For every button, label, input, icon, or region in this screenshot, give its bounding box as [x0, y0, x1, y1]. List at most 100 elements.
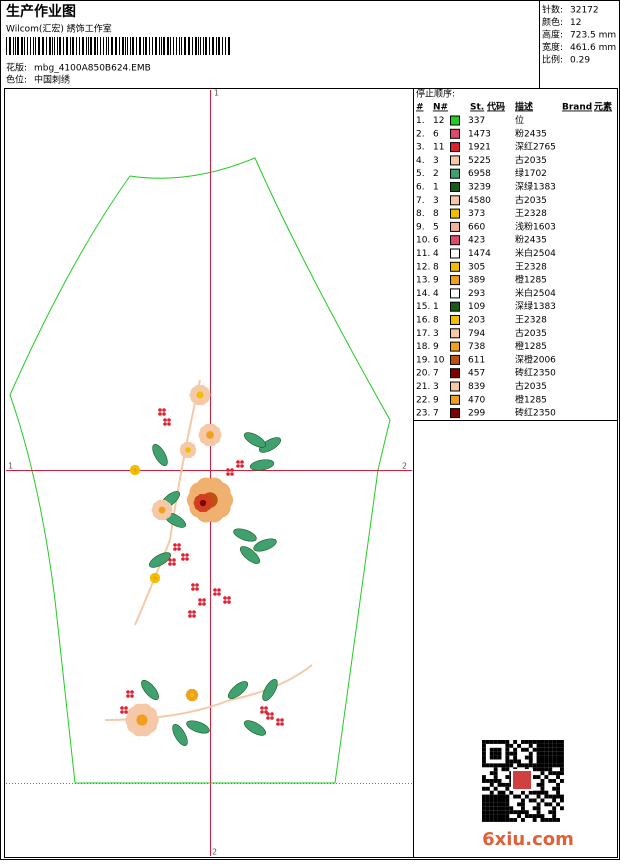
color-swatch [450, 182, 460, 192]
qr-module [544, 751, 549, 756]
needle: 9 [433, 276, 439, 286]
qr-module [517, 759, 521, 764]
bar [173, 37, 174, 55]
bar [111, 37, 113, 55]
qr-module [497, 747, 502, 752]
description: 古2035 [515, 154, 547, 166]
qr-module [505, 751, 510, 756]
bar [97, 37, 98, 55]
qr-module [552, 763, 557, 768]
description: 砖红2350 [515, 367, 556, 379]
row-number: 18. [416, 342, 430, 352]
qr-module [544, 740, 549, 744]
bar [205, 37, 207, 55]
bar [86, 37, 87, 55]
berry [198, 602, 202, 606]
color-swatch [450, 315, 460, 325]
qr-module [489, 771, 494, 776]
qr-module [513, 759, 518, 764]
qr-module [552, 806, 557, 811]
bar [225, 37, 226, 55]
berry [270, 712, 274, 716]
bar [63, 37, 64, 55]
description: 深橙2006 [515, 353, 556, 365]
qr-module [540, 740, 545, 744]
studio: Wilcom(汇宏) 綉饰工作室 [6, 23, 112, 35]
qr-module [505, 806, 510, 811]
qr-module [544, 818, 549, 822]
stitches: 109 [468, 302, 485, 312]
qr-module [524, 763, 529, 768]
qr-module [556, 818, 560, 822]
flower-center [196, 391, 204, 399]
qr-module [505, 743, 510, 748]
qr-module [505, 759, 510, 764]
description: 深红2765 [515, 141, 556, 153]
qr-module [560, 747, 564, 752]
berry [230, 468, 234, 472]
leaf [249, 459, 275, 471]
qr-module [501, 810, 506, 815]
qr-module [556, 755, 560, 760]
qr-module [489, 790, 494, 795]
color-swatch [450, 394, 460, 405]
qr-module [482, 786, 486, 791]
qr-module [532, 775, 537, 779]
qr-module [489, 802, 494, 807]
qr-module [485, 779, 490, 783]
needle: 9 [433, 395, 439, 405]
qr-module [509, 751, 514, 756]
qr-module [493, 775, 498, 779]
qr-module [489, 779, 494, 783]
flower-center [206, 431, 214, 439]
qr-module [521, 747, 525, 752]
qr-module [552, 759, 557, 764]
row-number: 2. [416, 129, 425, 139]
colorway-label: 色位: [6, 74, 27, 86]
qr-module [548, 763, 553, 768]
qr-module [485, 806, 490, 811]
qr-module [528, 759, 533, 764]
bar [9, 37, 11, 55]
stitches: 660 [468, 222, 485, 232]
qr-module [556, 763, 560, 768]
bar [149, 37, 150, 55]
row-number: 1. [416, 116, 425, 126]
bar [108, 37, 109, 55]
bar [145, 37, 147, 55]
stat-value: 12 [570, 18, 581, 28]
qr-module [485, 740, 490, 744]
qr-module [556, 782, 560, 787]
stat-label: 针数: [542, 4, 563, 16]
bar [222, 37, 223, 55]
qr-module [548, 810, 553, 815]
marker-top: 1 [214, 89, 219, 98]
bar [82, 37, 84, 55]
qr-module [552, 747, 557, 752]
leaf [152, 444, 168, 466]
color-swatch [450, 301, 460, 312]
qr-module [560, 779, 564, 783]
column-header: 元素 [594, 101, 612, 113]
qr-module [544, 755, 549, 760]
qr-module [517, 763, 521, 768]
qr-module [544, 767, 549, 772]
qr-module [536, 806, 541, 811]
qr-module [521, 806, 525, 811]
qr-module [509, 806, 514, 811]
bar [122, 37, 124, 55]
bar [49, 37, 51, 55]
row-number: 11. [416, 249, 430, 259]
qr-module [552, 814, 557, 818]
stat-value: 0.29 [570, 56, 590, 66]
qr-module [548, 767, 553, 772]
berry [280, 718, 284, 722]
description: 王2328 [515, 315, 547, 326]
description: 古2035 [515, 380, 547, 392]
qr-module [552, 810, 557, 815]
qr-module [513, 740, 518, 744]
description: 橙1285 [515, 274, 547, 286]
bar [59, 37, 61, 55]
stat-label: 颜色: [542, 16, 563, 28]
